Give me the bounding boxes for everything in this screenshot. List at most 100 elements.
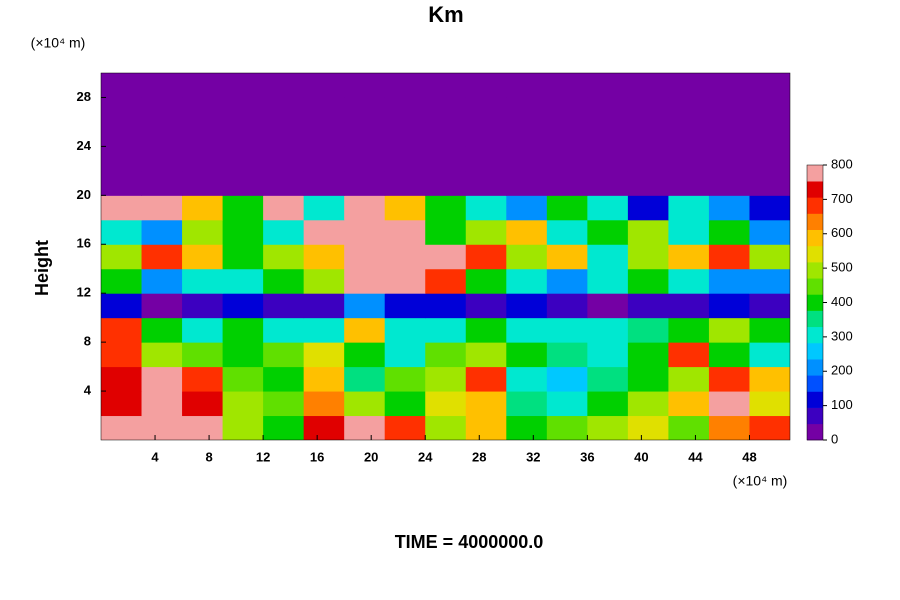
x-unit: (×10⁴ m)	[733, 473, 788, 489]
heat-cell	[263, 415, 305, 440]
heat-cell	[465, 317, 507, 343]
heat-cell	[708, 244, 750, 270]
heat-cell	[506, 366, 548, 392]
heat-cell	[263, 293, 305, 319]
heat-cell	[749, 415, 790, 440]
colorbar-tick-label: 800	[831, 156, 853, 171]
heat-cell	[101, 73, 143, 98]
heat-cell	[587, 391, 629, 417]
y-tick-label: 12	[77, 285, 91, 300]
x-tick-label: 20	[364, 449, 378, 464]
colorbar-swatch	[807, 407, 823, 425]
heat-cell	[506, 219, 548, 245]
heat-cell	[668, 146, 710, 172]
heat-cell	[222, 268, 264, 294]
heat-cell	[708, 317, 750, 343]
heat-cell	[141, 268, 183, 294]
heat-cell	[263, 219, 305, 245]
heat-cell	[425, 415, 467, 440]
heat-cell	[344, 73, 386, 98]
heat-cell	[749, 219, 790, 245]
heat-cell	[141, 244, 183, 270]
heat-cell	[546, 195, 588, 221]
heat-cell	[749, 121, 790, 147]
x-tick-label: 8	[205, 449, 212, 464]
colorbar-swatch	[807, 359, 823, 376]
heat-cell	[708, 366, 750, 392]
heat-cell	[303, 73, 345, 98]
heat-cell	[708, 293, 750, 319]
heat-cell	[182, 366, 224, 392]
heat-cell	[263, 268, 305, 294]
heat-cell	[344, 121, 386, 147]
heat-cell	[546, 97, 588, 123]
heat-cell	[708, 268, 750, 294]
heat-cell	[546, 415, 588, 440]
heat-cell	[384, 219, 426, 245]
heat-cell	[465, 170, 507, 196]
y-tick-label: 16	[77, 236, 91, 251]
heat-cell	[222, 97, 264, 123]
heatmap	[101, 73, 790, 440]
heat-cell	[506, 146, 548, 172]
heat-cell	[506, 244, 548, 270]
heat-cell	[668, 342, 710, 368]
heat-cell	[141, 146, 183, 172]
heat-cell	[627, 244, 669, 270]
heat-cell	[222, 195, 264, 221]
heat-cell	[344, 391, 386, 417]
heat-cell	[627, 146, 669, 172]
heat-cell	[749, 170, 790, 196]
heat-cell	[749, 391, 790, 417]
heat-cell	[263, 317, 305, 343]
heat-cell	[668, 121, 710, 147]
heat-cell	[384, 268, 426, 294]
heat-cell	[263, 366, 305, 392]
heat-cell	[101, 244, 143, 270]
heat-cell	[425, 366, 467, 392]
heat-cell	[708, 342, 750, 368]
heat-cell	[303, 170, 345, 196]
heat-cell	[506, 121, 548, 147]
heat-cell	[465, 293, 507, 319]
heat-cell	[182, 415, 224, 440]
heat-cell	[465, 366, 507, 392]
heat-cell	[465, 244, 507, 270]
heat-cell	[506, 170, 548, 196]
heat-cell	[344, 146, 386, 172]
heat-cell	[182, 293, 224, 319]
heat-cell	[425, 121, 467, 147]
heat-cell	[303, 146, 345, 172]
x-tick-label: 12	[256, 449, 270, 464]
heat-cell	[627, 391, 669, 417]
heat-cell	[749, 195, 790, 221]
heat-cell	[384, 121, 426, 147]
heat-cell	[344, 317, 386, 343]
heat-cell	[587, 244, 629, 270]
heat-cell	[749, 268, 790, 294]
heat-cell	[546, 146, 588, 172]
heat-cell	[182, 219, 224, 245]
heat-cell	[425, 195, 467, 221]
heat-cell	[708, 170, 750, 196]
heat-cell	[587, 170, 629, 196]
x-tick-label: 28	[472, 449, 486, 464]
heat-cell	[465, 121, 507, 147]
heat-cell	[182, 195, 224, 221]
heat-cell	[101, 366, 143, 392]
heat-cell	[627, 366, 669, 392]
heat-cell	[101, 317, 143, 343]
heat-cell	[506, 268, 548, 294]
heat-cell	[141, 97, 183, 123]
heat-cell	[587, 268, 629, 294]
heat-cell	[101, 293, 143, 319]
heat-cell	[303, 415, 345, 440]
heat-cell	[668, 366, 710, 392]
heat-cell	[546, 244, 588, 270]
x-tick-label: 48	[742, 449, 756, 464]
heat-cell	[749, 244, 790, 270]
heat-cell	[263, 170, 305, 196]
x-tick-label: 32	[526, 449, 540, 464]
heat-cell	[587, 219, 629, 245]
heat-cell	[465, 219, 507, 245]
